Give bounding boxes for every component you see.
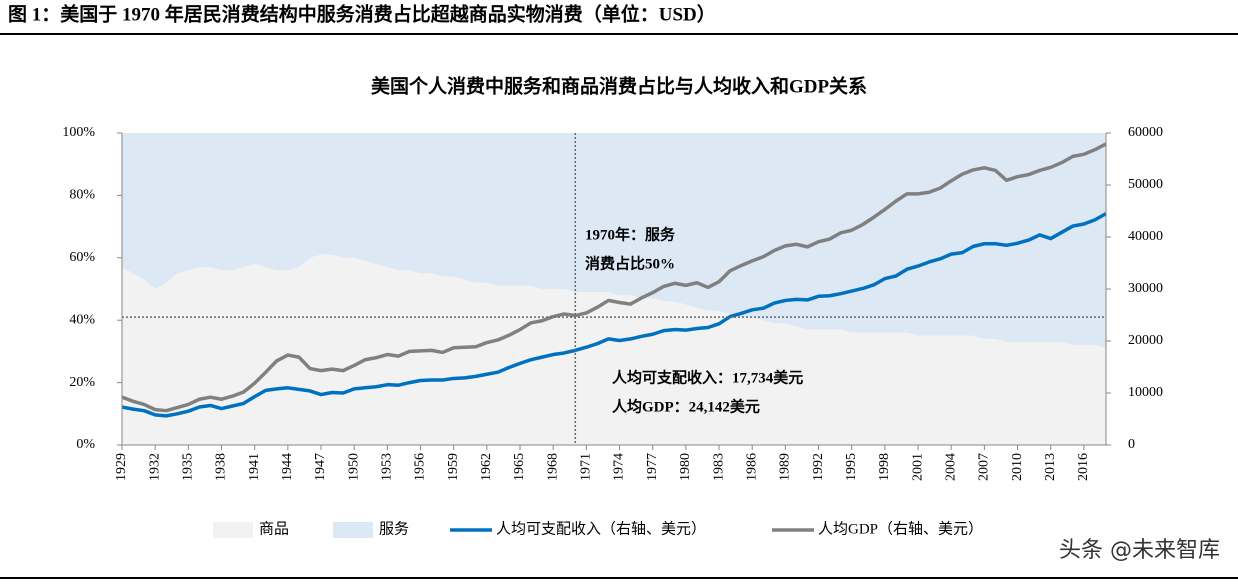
x-tick-label: 1989 xyxy=(778,453,793,481)
annotation: 人均可支配收入：17,734美元 xyxy=(612,368,803,386)
legend-label: 商品 xyxy=(259,520,289,537)
x-tick-label: 1986 xyxy=(744,453,759,481)
legend-swatch xyxy=(213,522,253,538)
x-tick-label: 1971 xyxy=(579,453,594,481)
y2-tick-label: 60000 xyxy=(1128,125,1163,140)
x-tick-label: 1941 xyxy=(247,453,262,481)
legend-swatch xyxy=(333,522,373,538)
x-tick-label: 1950 xyxy=(346,453,361,481)
x-tick-label: 2001 xyxy=(910,453,925,481)
y-tick-label: 0% xyxy=(76,437,95,452)
x-tick-label: 2004 xyxy=(943,453,958,481)
plot: 0% 20% 40% 60% 80% 100% 0 10000 20000 30000 40000 5… xyxy=(62,125,1163,481)
legend-label: 人均GDP（右轴、美元） xyxy=(818,520,983,537)
line xyxy=(121,142,1107,413)
x-tick-label: 1965 xyxy=(512,453,527,481)
y2-tick-label: 30000 xyxy=(1128,281,1163,296)
y2-tick-label: 10000 xyxy=(1128,385,1163,400)
x-tick-label: 1929 xyxy=(114,453,129,481)
x-tick-label: 1998 xyxy=(877,453,892,481)
x-tick-label: 1947 xyxy=(313,453,328,481)
y2-tick-label: 40000 xyxy=(1128,229,1163,244)
x-tick-label: 1959 xyxy=(446,453,461,481)
x-tick-label: 2016 xyxy=(1076,453,1091,481)
legend: 商品 服务 人均可支配收入（右轴、美元） 人均GDP（右轴、美元） xyxy=(213,520,983,538)
annotation: 人均GDP：24,142美元 xyxy=(612,397,760,415)
y-tick-label: 40% xyxy=(69,312,95,327)
y-tick-label: 20% xyxy=(69,375,95,390)
annotation: 1970年：服务 xyxy=(585,225,676,243)
line xyxy=(121,212,1107,418)
area xyxy=(122,133,1106,349)
chart-title: 美国个人消费中服务和商品消费占比与人均收入和GDP关系 xyxy=(371,74,867,97)
area xyxy=(122,254,1106,445)
x-tick-label: 1953 xyxy=(380,453,395,481)
x-tick-label: 1968 xyxy=(545,453,560,481)
x-tick-label: 1944 xyxy=(280,453,295,481)
y-tick-label: 80% xyxy=(69,188,95,203)
x-tick-label: 1974 xyxy=(612,453,627,481)
x-tick-label: 1995 xyxy=(844,453,859,481)
header: 图 1：美国于 1970 年居民消费结构中服务消费占比超越商品实物消费（单位：U… xyxy=(8,2,716,25)
x-tick-label: 1980 xyxy=(678,453,693,481)
y2-tick-label: 20000 xyxy=(1128,333,1163,348)
x-tick-label: 1992 xyxy=(811,453,826,481)
x-tick-label: 1956 xyxy=(413,453,428,481)
x-tick-label: 1962 xyxy=(479,453,494,481)
x-tick-label: 1938 xyxy=(214,453,229,481)
x-tick-label: 1932 xyxy=(147,453,162,481)
y-tick-label: 60% xyxy=(69,250,95,265)
x-tick-label: 1983 xyxy=(711,453,726,481)
x-tick-label: 1977 xyxy=(645,453,660,481)
y2-tick-label: 50000 xyxy=(1128,177,1163,192)
annotation: 消费占比50% xyxy=(585,254,675,272)
legend-label: 服务 xyxy=(379,520,409,537)
watermark: 头条 @未来智库 xyxy=(1059,538,1220,563)
x-tick-label: 1935 xyxy=(181,453,196,481)
x-tick-label: 2013 xyxy=(1043,453,1058,481)
y2-tick-label: 0 xyxy=(1128,437,1135,452)
x-tick-label: 2010 xyxy=(1010,453,1025,481)
x-tick-label: 2007 xyxy=(977,453,992,481)
y-tick-label: 100% xyxy=(62,125,95,140)
legend-label: 人均可支配收入（右轴、美元） xyxy=(496,520,706,537)
